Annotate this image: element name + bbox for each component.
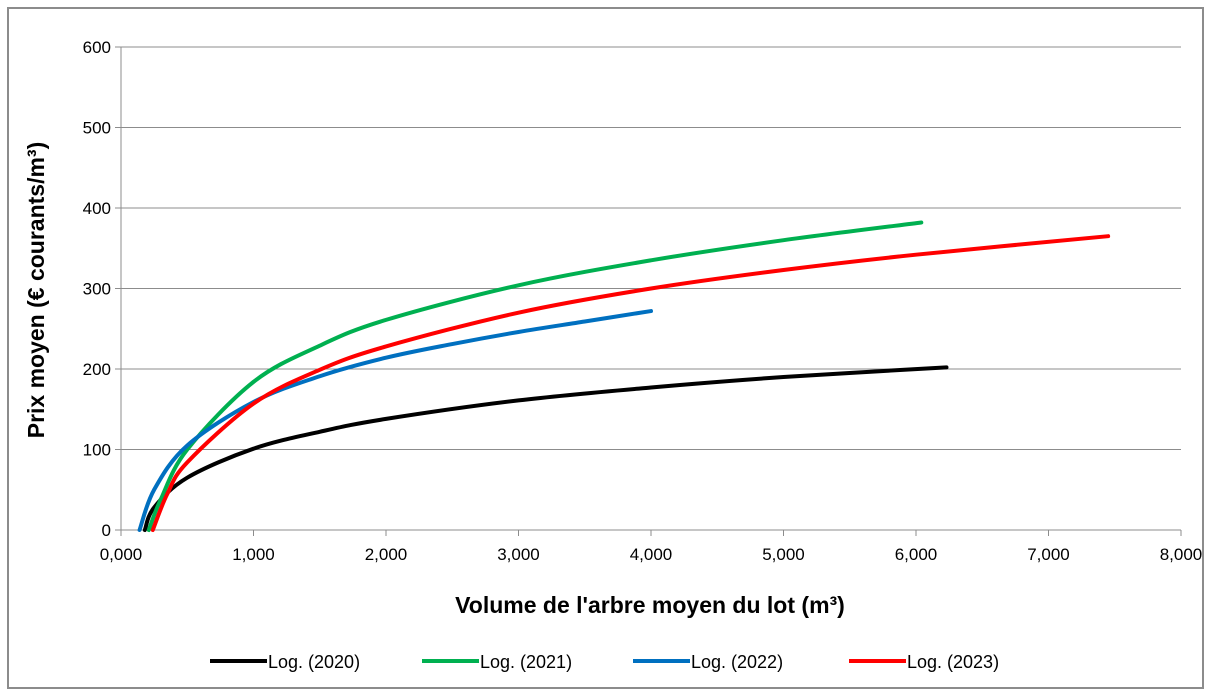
y-tick-label-6: 600 (83, 38, 111, 57)
x-axis-title: Volume de l'arbre moyen du lot (m³) (455, 592, 845, 618)
x-tick-label-2: 2,000 (365, 545, 408, 564)
series-line-0 (142, 365, 949, 532)
legend-label-0: Log. (2020) (268, 652, 360, 672)
x-tick-label-8: 8,000 (1160, 545, 1203, 564)
y-tick-label-5: 500 (83, 119, 111, 138)
gridlines (121, 46, 1181, 450)
legend-label-1: Log. (2021) (480, 652, 572, 672)
x-tick-label-1: 1,000 (232, 545, 275, 564)
legend: Log. (2020) Log. (2021) Log. (2022) Log. (2… (210, 652, 999, 672)
y-tick-label-3: 300 (83, 280, 111, 299)
series-line-2 (137, 309, 653, 532)
x-tick-label-7: 7,000 (1027, 545, 1070, 564)
x-tick-label-3: 3,000 (497, 545, 540, 564)
y-tick-label-2: 200 (83, 360, 111, 379)
chart-frame (7, 7, 1204, 689)
y-tick-label-4: 400 (83, 199, 111, 218)
x-tick-label-0: 0,000 (100, 545, 143, 564)
legend-label-2: Log. (2022) (691, 652, 783, 672)
series-line-3 (150, 234, 1111, 532)
y-tick-label-0: 0 (102, 521, 111, 540)
tick-labels: 0 100 200 300 400 500 600 0,000 1,000 2,000 3,000 4… (83, 38, 1203, 564)
series-layer (137, 220, 1111, 532)
legend-label-3: Log. (2023) (907, 652, 999, 672)
series-line-1 (146, 220, 924, 532)
x-tick-label-4: 4,000 (630, 545, 673, 564)
x-tick-label-5: 5,000 (762, 545, 805, 564)
y-axis-title: Prix moyen (€ courants/m³) (23, 142, 49, 439)
x-tick-label-6: 6,000 (895, 545, 938, 564)
y-tick-label-1: 100 (83, 441, 111, 460)
